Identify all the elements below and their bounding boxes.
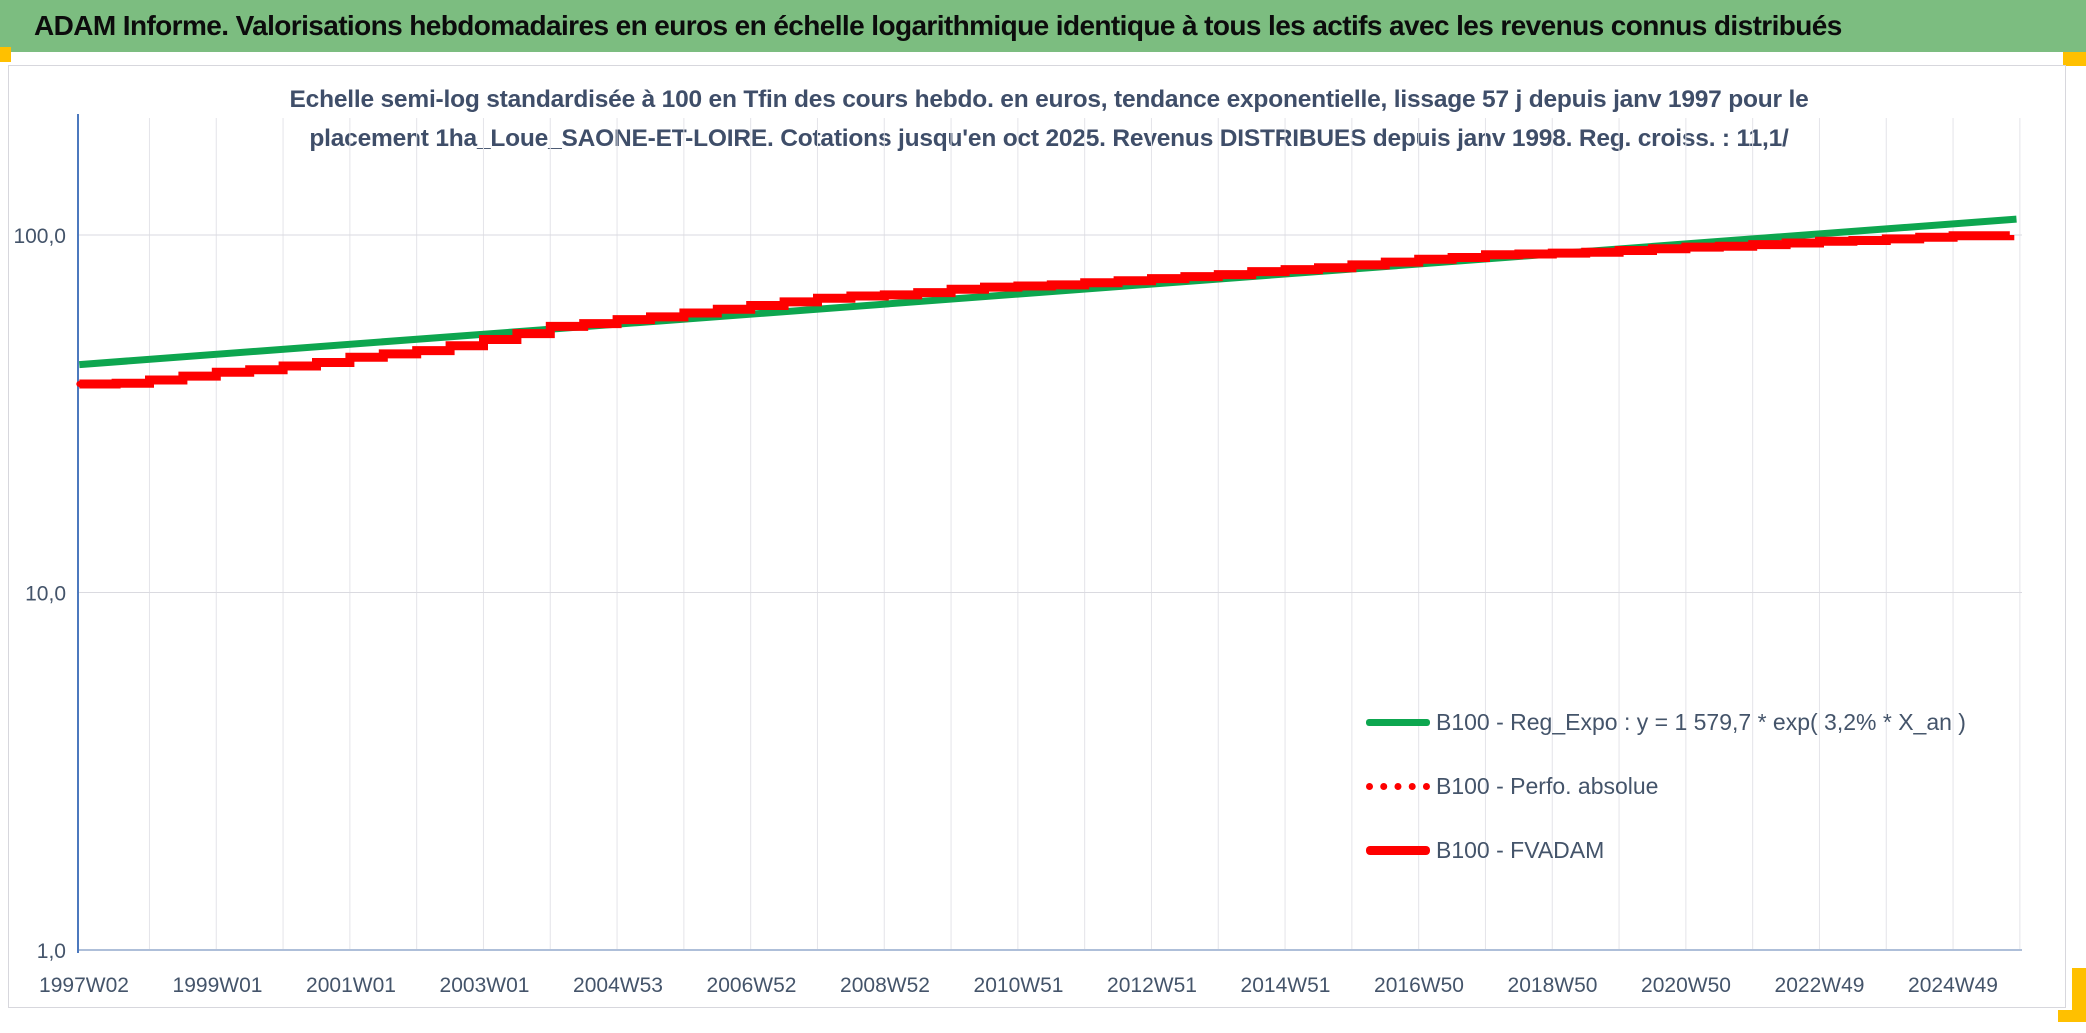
legend-item-perfo-absolue[interactable]: B100 - Perfo. absolue xyxy=(1366,754,1966,818)
y-tick-label: 100,0 xyxy=(13,225,66,248)
legend-swatch-reg-expo xyxy=(1366,718,1430,726)
x-tick-label: 1999W01 xyxy=(173,974,263,997)
x-tick-label: 2024W49 xyxy=(1908,974,1998,997)
x-tick-label: 2006W52 xyxy=(707,974,797,997)
orange-marker-bottom-right-foot xyxy=(2058,1010,2086,1022)
chart-card xyxy=(8,65,2066,1008)
legend: B100 - Reg_Expo : y = 1 579,7 * exp( 3,2… xyxy=(1366,690,1966,882)
x-tick-label: 2018W50 xyxy=(1508,974,1598,997)
legend-swatch-perfo-absolue xyxy=(1366,782,1430,790)
series-line-fvadam[interactable] xyxy=(79,231,2015,389)
series-line-reg-expo[interactable] xyxy=(79,215,2017,369)
x-tick-label: 2004W53 xyxy=(573,974,663,997)
chart-title-line2: placement 1ha_Loue_SAONE-ET-LOIRE. Cotat… xyxy=(309,125,1789,152)
legend-label-perfo-absolue: B100 - Perfo. absolue xyxy=(1436,772,1659,799)
chart-title-line1: Echelle semi-log standardisée à 100 en T… xyxy=(289,86,1809,113)
x-tick-label: 2001W01 xyxy=(306,974,396,997)
chart-title: Echelle semi-log standardisée à 100 en T… xyxy=(78,80,2020,158)
orange-marker-header-left xyxy=(0,47,11,62)
legend-label-reg-expo: B100 - Reg_Expo : y = 1 579,7 * exp( 3,2… xyxy=(1436,708,1966,735)
orange-marker-top-right xyxy=(2063,52,2086,66)
x-tick-label: 1997W02 xyxy=(39,974,129,997)
y-tick-label: 10,0 xyxy=(25,583,66,606)
x-tick-label: 2003W01 xyxy=(440,974,530,997)
header-bar: ADAM Informe. Valorisations hebdomadaire… xyxy=(0,0,2086,52)
x-tick-label: 2016W50 xyxy=(1374,974,1464,997)
orange-marker-bottom-right-bar xyxy=(2072,968,2086,1022)
x-tick-label: 2020W50 xyxy=(1641,974,1731,997)
legend-swatch-fvadam xyxy=(1366,845,1430,855)
x-tick-label: 2014W51 xyxy=(1241,974,1331,997)
legend-item-reg-expo[interactable]: B100 - Reg_Expo : y = 1 579,7 * exp( 3,2… xyxy=(1366,690,1966,754)
legend-item-fvadam[interactable]: B100 - FVADAM xyxy=(1366,818,1966,882)
x-tick-label: 2022W49 xyxy=(1775,974,1865,997)
y-tick-label: 1,0 xyxy=(37,940,66,963)
x-tick-label: 2008W52 xyxy=(840,974,930,997)
legend-label-fvadam: B100 - FVADAM xyxy=(1436,836,1605,863)
header-title: ADAM Informe. Valorisations hebdomadaire… xyxy=(34,10,1842,41)
x-tick-label: 2010W51 xyxy=(974,974,1064,997)
x-tick-label: 2012W51 xyxy=(1107,974,1197,997)
